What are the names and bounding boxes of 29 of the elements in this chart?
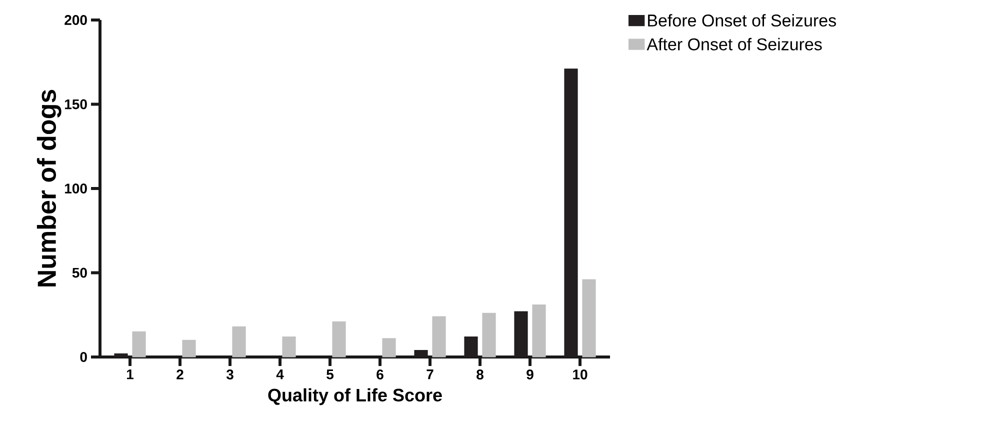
x-tick-label: 1 (126, 370, 134, 380)
bar (582, 279, 596, 358)
x-tick-label: 6 (376, 370, 384, 380)
x-tick-label: 7 (426, 370, 434, 380)
x-tick-label: 5 (326, 370, 334, 380)
y-tick-label: 100 (64, 184, 87, 194)
legend-label: Before Onset of Seizures (648, 14, 836, 27)
x-tick-label: 2 (176, 370, 184, 380)
bar (482, 312, 496, 358)
legend-label: After Onset of Seizures (646, 38, 822, 50)
bar (132, 331, 146, 358)
x-tick-label: 4 (276, 370, 284, 380)
bar (182, 340, 196, 358)
x-tick-label: 8 (476, 370, 484, 380)
x-tick-label: 3 (226, 370, 234, 380)
bar (432, 316, 446, 358)
x-axis-title: Quality of Life Score (268, 388, 442, 406)
bar (332, 321, 346, 358)
bar (282, 336, 296, 358)
bar (232, 326, 246, 358)
y-axis-title: Number of dogs (36, 90, 62, 286)
y-tick-label: 150 (64, 99, 87, 110)
bar (382, 338, 396, 358)
y-tick-label: 200 (64, 15, 87, 25)
y-tick-label: 50 (72, 268, 87, 278)
bar (532, 304, 546, 358)
y-tick-label: 0 (80, 352, 87, 362)
x-tick-label: 9 (526, 370, 534, 380)
x-tick-label: 10 (573, 370, 588, 380)
